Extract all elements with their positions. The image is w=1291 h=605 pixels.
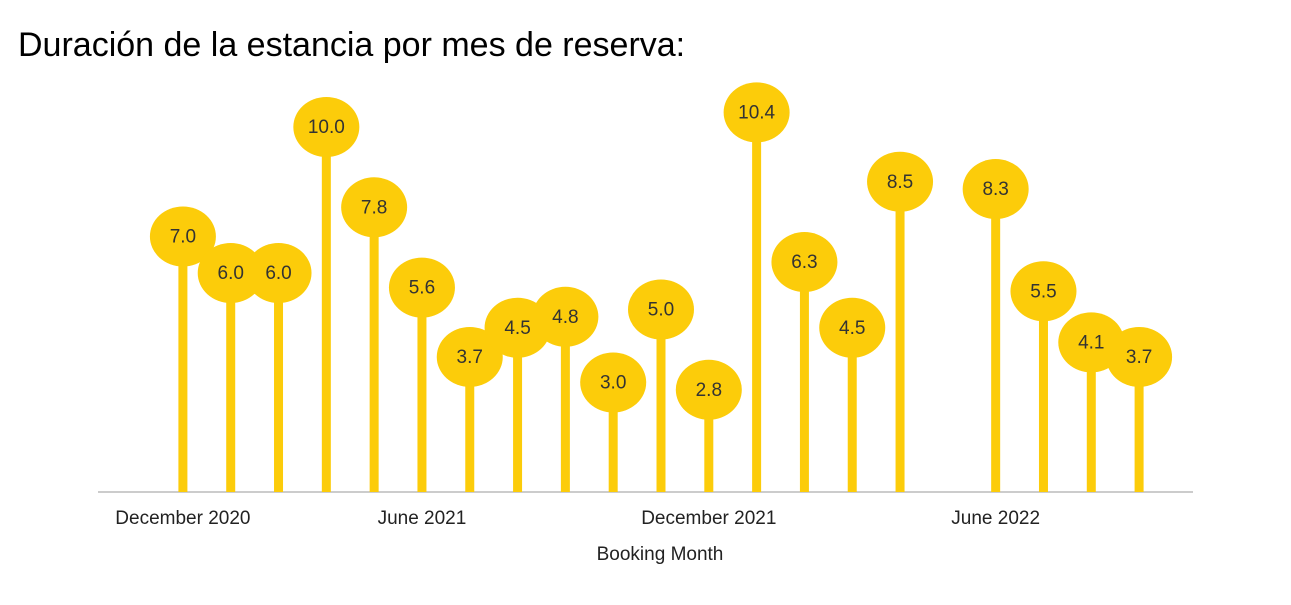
lollipop-head: [197, 243, 264, 303]
data-label: 10.4: [738, 102, 775, 123]
lollipop-head: [149, 206, 216, 267]
x-tick-label: June 2022: [951, 508, 1040, 529]
data-label: 6.0: [265, 263, 291, 284]
lollipop-head: [532, 286, 599, 347]
data-label: 6.3: [791, 252, 817, 273]
lollipop-head: [388, 257, 455, 318]
lollipop-head: [436, 326, 503, 387]
lollipop-head: [1010, 261, 1077, 322]
lollipop-head: [962, 159, 1029, 220]
lollipop-head: [341, 177, 408, 238]
data-label: 8.3: [982, 179, 1008, 200]
lollipop-head: [628, 279, 694, 340]
data-label: 10.0: [308, 117, 345, 138]
data-label: 5.5: [1030, 281, 1056, 302]
lollipop-head: [245, 243, 312, 303]
data-label: 5.6: [409, 278, 435, 299]
lollipop-head: [1106, 326, 1173, 387]
data-label: 3.7: [1126, 347, 1152, 368]
lollipop-head: [293, 97, 360, 157]
lollipop-head: [771, 232, 838, 293]
lollipop-head: [867, 151, 934, 212]
data-label: 4.5: [839, 318, 865, 339]
x-tick-label: December 2021: [641, 508, 776, 529]
data-label: 6.0: [218, 263, 244, 284]
data-label: 4.1: [1078, 332, 1104, 353]
x-tick-label: December 2020: [115, 508, 250, 529]
data-label: 2.8: [696, 380, 722, 401]
chart-title: Duración de la estancia por mes de reser…: [18, 26, 685, 64]
data-label: 8.5: [887, 172, 913, 193]
lollipop-head: [675, 359, 742, 420]
x-tick-label: June 2021: [378, 508, 467, 529]
data-label: 5.0: [648, 300, 674, 321]
x-axis-label: Booking Month: [597, 544, 724, 565]
data-label: 3.7: [457, 347, 483, 368]
data-label: 7.8: [361, 197, 387, 218]
data-label: 3.0: [600, 373, 626, 394]
lollipop-head: [819, 297, 886, 358]
data-label: 4.8: [552, 307, 578, 328]
lollipop-head: [723, 82, 790, 143]
data-label: 7.0: [170, 227, 196, 248]
lollipop-head: [580, 352, 647, 413]
data-label: 4.5: [504, 318, 530, 339]
